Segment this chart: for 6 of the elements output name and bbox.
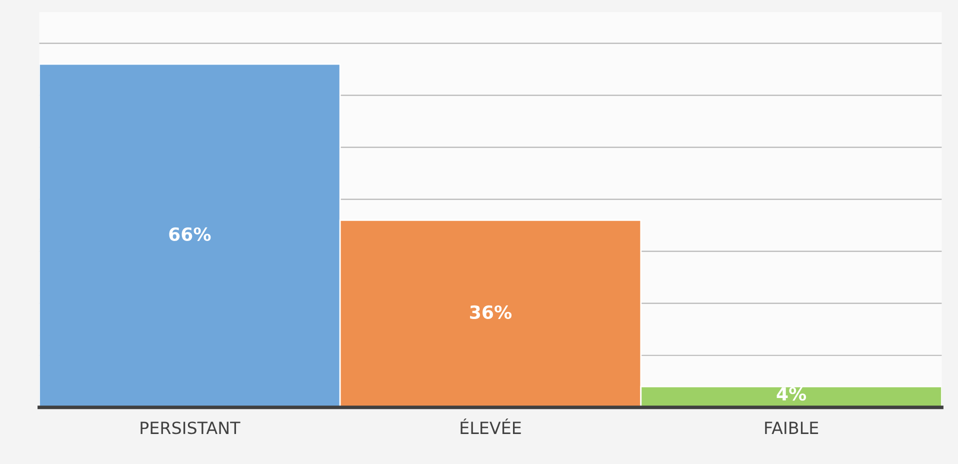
data-label: 4% [776, 387, 806, 401]
x-tick-label: ÉLEVÉE [460, 418, 521, 434]
data-label: 66% [169, 227, 211, 241]
x-tick-label: PERSISTANT [140, 422, 240, 434]
x-tick-label: FAIBLE [765, 422, 818, 434]
data-label: 36% [470, 305, 512, 319]
